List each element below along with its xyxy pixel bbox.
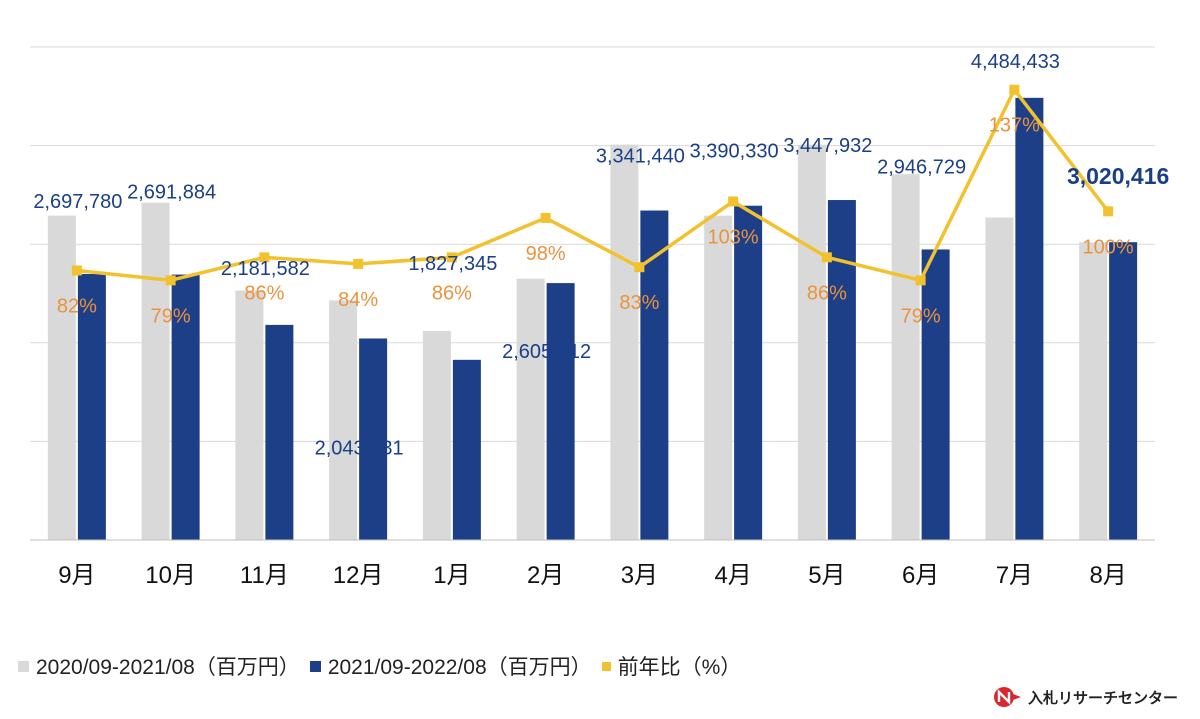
x-tick-label: 3月 bbox=[621, 562, 658, 589]
bar-prev-year bbox=[235, 290, 264, 540]
x-tick-label: 8月 bbox=[1089, 562, 1126, 589]
bar-current-year bbox=[452, 359, 481, 540]
legend-item-current-year: 2021/09-2022/08（百万円） bbox=[309, 651, 592, 681]
yoy-marker bbox=[1103, 206, 1114, 217]
x-tick-label: 10月 bbox=[145, 562, 196, 589]
legend-item-yoy: 前年比（%） bbox=[601, 651, 742, 681]
x-tick-label: 7月 bbox=[996, 562, 1033, 589]
yoy-marker bbox=[446, 252, 457, 263]
chart-area: 82% 79% 86% 84% 86% 98% 83% 103% 86% 79% 137% 100% 2… bbox=[30, 46, 1169, 589]
brand-logo: 入札リサーチセンター bbox=[993, 686, 1178, 708]
x-tick-label: 4月 bbox=[714, 562, 751, 589]
yoy-marker bbox=[915, 275, 926, 286]
yoy-data-label: 86% bbox=[807, 282, 847, 304]
yoy-marker bbox=[821, 252, 832, 263]
bar-data-label: 4,484,433 bbox=[971, 51, 1060, 73]
legend: 2020/09-2021/08（百万円） 2021/09-2022/08（百万円… bbox=[18, 651, 751, 681]
x-tick-label: 12月 bbox=[333, 562, 384, 589]
yoy-data-label: 137% bbox=[989, 115, 1040, 137]
yoy-data-label: 84% bbox=[338, 289, 378, 311]
bar-current-year bbox=[1109, 242, 1138, 540]
yoy-data-label: 86% bbox=[244, 282, 284, 304]
legend-item-prev-year: 2020/09-2021/08（百万円） bbox=[18, 651, 300, 681]
legend-swatch-prev-year bbox=[18, 660, 29, 672]
bar-prev-year bbox=[422, 330, 451, 540]
yoy-marker bbox=[165, 275, 176, 286]
yoy-data-label: 100% bbox=[1083, 236, 1134, 258]
yoy-marker bbox=[353, 258, 364, 269]
bar-current-year bbox=[265, 324, 294, 540]
bar-data-label: 3,020,416 bbox=[1067, 163, 1169, 189]
yoy-marker bbox=[634, 262, 645, 273]
x-tick-label: 5月 bbox=[808, 562, 845, 589]
bar-data-label: 3,341,440 bbox=[596, 146, 685, 168]
yoy-line-group bbox=[71, 84, 1114, 286]
yoy-marker bbox=[540, 212, 551, 223]
x-tick-label: 2月 bbox=[527, 562, 564, 589]
yoy-marker bbox=[71, 265, 82, 276]
bar-current-year bbox=[921, 249, 950, 540]
yoy-data-label: 86% bbox=[432, 282, 472, 304]
x-tick-label: 11月 bbox=[240, 562, 289, 589]
x-tick-label: 1月 bbox=[433, 562, 470, 589]
yoy-data-label: 79% bbox=[151, 305, 191, 327]
bar-current-year bbox=[77, 273, 106, 540]
bar-prev-year bbox=[985, 217, 1014, 540]
legend-label-prev-year: 2020/09-2021/08（百万円） bbox=[36, 656, 300, 679]
bar-data-label: 2,697,780 bbox=[33, 191, 122, 213]
bar-data-label: 2,605,512 bbox=[502, 341, 591, 363]
bar-prev-year bbox=[329, 300, 358, 540]
bar-current-year bbox=[546, 283, 575, 540]
bar-prev-year bbox=[610, 144, 639, 540]
bar-data-label: 3,447,932 bbox=[783, 135, 872, 157]
bar-current-year bbox=[734, 205, 763, 541]
bar-data-label: 2,946,729 bbox=[877, 156, 966, 178]
bar-prev-year bbox=[891, 174, 920, 540]
yoy-data-label: 98% bbox=[526, 243, 566, 265]
bar-data-label: 2,691,884 bbox=[127, 182, 216, 204]
yoy-marker bbox=[1009, 84, 1020, 95]
bar-prev-year bbox=[704, 215, 733, 540]
yoy-line bbox=[76, 87, 1110, 283]
bar-current-year bbox=[1015, 97, 1044, 541]
yoy-data-label: 82% bbox=[57, 295, 97, 317]
bar-prev-year bbox=[141, 202, 170, 540]
bar-current-year bbox=[359, 338, 388, 540]
bar-prev-year bbox=[1079, 242, 1108, 540]
x-tick-label: 9月 bbox=[58, 562, 95, 589]
legend-label-current-year: 2021/09-2022/08（百万円） bbox=[327, 656, 592, 679]
legend-label-yoy: 前年比（%） bbox=[617, 656, 742, 679]
bar-data-label: 2,043,931 bbox=[315, 437, 404, 459]
bars-group bbox=[47, 97, 1138, 541]
yoy-data-label: 79% bbox=[901, 305, 941, 327]
bar-current-year bbox=[171, 274, 200, 540]
logo-n-arrow-icon bbox=[993, 687, 1021, 707]
yoy-data-label: 103% bbox=[708, 226, 759, 248]
yoy-marker bbox=[728, 196, 739, 207]
x-tick-label: 6月 bbox=[902, 562, 939, 589]
yoy-marker bbox=[259, 252, 270, 263]
bar-data-label: 3,390,330 bbox=[690, 141, 779, 163]
legend-swatch-yoy bbox=[601, 661, 611, 671]
bar-current-year bbox=[827, 200, 856, 540]
legend-swatch-current-year bbox=[309, 660, 321, 672]
yoy-data-label: 83% bbox=[619, 292, 659, 314]
bar-data-label: 1,827,345 bbox=[408, 253, 497, 275]
bar-data-label: 2,181,582 bbox=[221, 258, 310, 280]
bar-prev-year bbox=[516, 278, 545, 540]
bar-prev-year bbox=[47, 215, 76, 540]
logo-text: 入札リサーチセンター bbox=[1027, 689, 1178, 707]
x-axis: 9月 10月 11月 12月 1月 2月 3月 4月 5月 6月 7月 8月 bbox=[30, 539, 1155, 589]
bar-prev-year bbox=[797, 144, 826, 540]
labels-group: 82% 79% 86% 84% 86% 98% 83% 103% 86% 79% 137% 100% 2… bbox=[33, 51, 1169, 460]
bar-current-year bbox=[640, 210, 669, 541]
